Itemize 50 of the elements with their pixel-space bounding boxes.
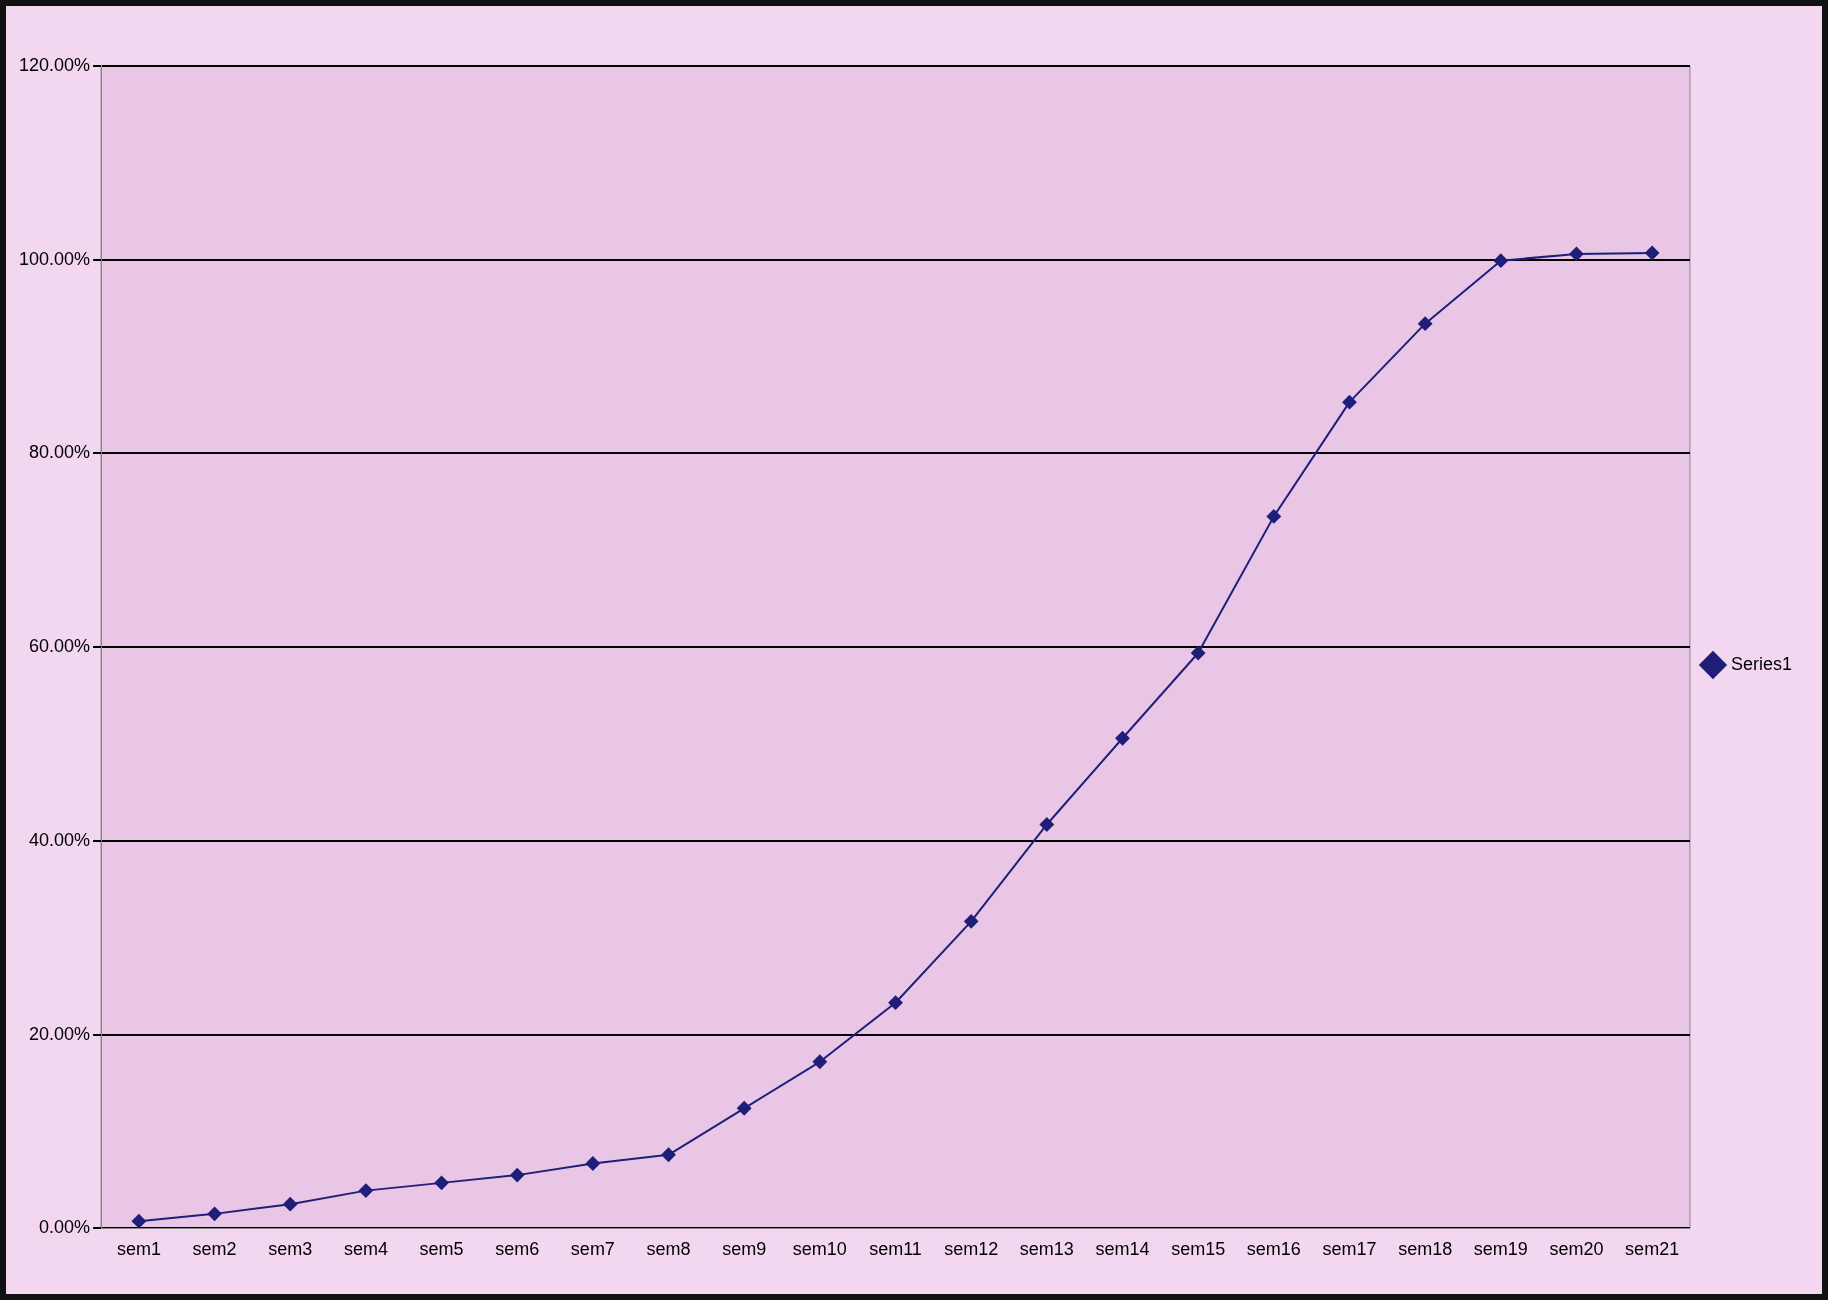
point (585, 1156, 600, 1171)
x-tick-label: sem7 (570, 1239, 615, 1260)
x-tick-label: sem5 (419, 1239, 464, 1260)
point (510, 1168, 525, 1183)
x-tick-label: sem1 (116, 1239, 161, 1260)
x-tick-label: sem6 (495, 1239, 540, 1260)
x-tick-label: sem11 (869, 1239, 922, 1260)
x-tick-label: sem13 (1019, 1239, 1074, 1260)
x-tick-label: sem10 (792, 1239, 847, 1260)
y-tick-label: 20.00% (29, 1023, 91, 1044)
x-tick-label: sem20 (1549, 1239, 1604, 1260)
point (1266, 509, 1281, 524)
point (1645, 245, 1660, 260)
point (1039, 817, 1054, 832)
x-tick-label: sem19 (1473, 1239, 1528, 1260)
x-tick-label: sem12 (944, 1239, 999, 1260)
point (964, 914, 979, 929)
point (434, 1175, 449, 1190)
x-tick-label: sem9 (722, 1239, 767, 1260)
point (131, 1214, 146, 1229)
x-tick-label: sem17 (1322, 1239, 1377, 1260)
y-tick-label: 100.00% (19, 248, 91, 269)
y-tick-label: 0.00% (39, 1217, 91, 1238)
y-tick-label: 80.00% (29, 442, 91, 463)
x-tick-label: sem8 (646, 1239, 691, 1260)
legend-label: Series1 (1730, 653, 1792, 674)
point (888, 995, 903, 1010)
point (661, 1147, 676, 1162)
point (358, 1183, 373, 1198)
x-tick-label: sem4 (343, 1239, 388, 1260)
point (1493, 253, 1508, 268)
y-tick-label: 60.00% (29, 636, 91, 657)
y-tick-label: 40.00% (29, 829, 91, 850)
x-tick-label: sem21 (1625, 1239, 1680, 1260)
point (812, 1054, 827, 1069)
point (283, 1197, 298, 1212)
x-tick-label: sem16 (1246, 1239, 1301, 1260)
point (1115, 731, 1130, 746)
y-tick-label: 120.00% (19, 54, 91, 75)
point (1191, 646, 1206, 661)
point (207, 1206, 222, 1221)
x-tick-label: sem14 (1095, 1239, 1150, 1260)
x-tick-label: sem18 (1398, 1239, 1453, 1260)
x-tick-label: sem2 (192, 1239, 237, 1260)
point (1418, 316, 1433, 331)
point (737, 1101, 752, 1116)
point (1569, 246, 1584, 261)
x-tick-label: sem15 (1171, 1239, 1226, 1260)
x-tick-label: sem3 (268, 1239, 313, 1260)
point (1342, 395, 1357, 410)
